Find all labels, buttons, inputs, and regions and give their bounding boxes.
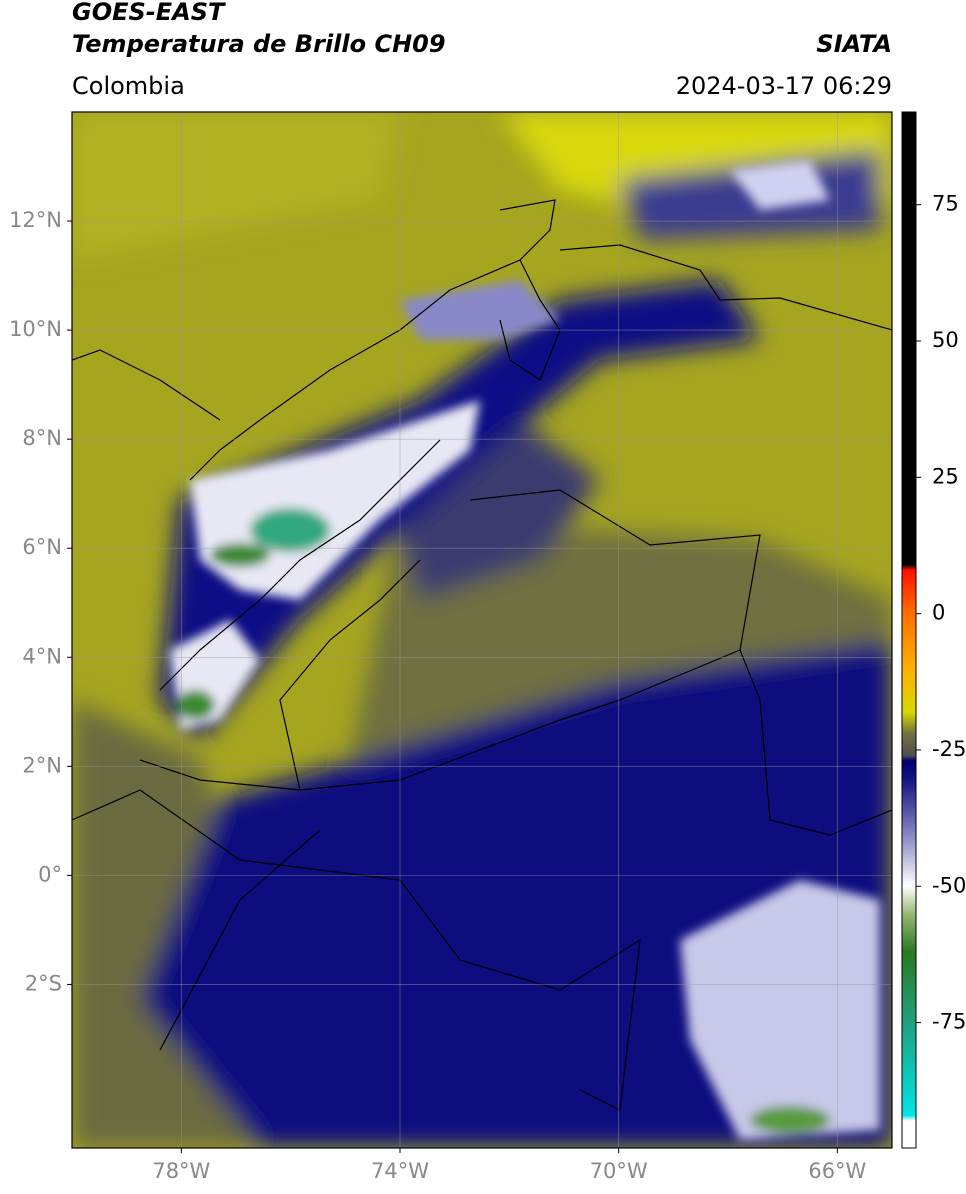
source: SIATA bbox=[816, 30, 892, 58]
x-tick-label: 70°W bbox=[590, 1159, 648, 1183]
x-tick-label: 66°W bbox=[808, 1159, 866, 1183]
y-tick-label: 10°N bbox=[9, 317, 62, 341]
colorbar-tick-label: -75 bbox=[932, 1010, 966, 1034]
colorbar-tick-label: -25 bbox=[932, 737, 966, 761]
satellite-image bbox=[72, 112, 892, 1148]
x-tick-label: 78°W bbox=[152, 1159, 210, 1183]
datetime: 2024-03-17 06:29 bbox=[676, 72, 892, 100]
y-tick-label: 2°N bbox=[22, 753, 62, 777]
y-tick-label: 0° bbox=[38, 862, 62, 886]
y-tick-label: 12°N bbox=[9, 208, 62, 232]
colorbar-tick-label: 75 bbox=[932, 192, 959, 216]
colorbar-tick-label: 0 bbox=[932, 601, 945, 625]
colorbar-tick-label: 50 bbox=[932, 328, 959, 352]
map-frame bbox=[71, 111, 893, 1149]
colorbar-tick-label: 25 bbox=[932, 464, 959, 488]
y-tick-label: 4°N bbox=[22, 644, 62, 668]
x-tick-label: 74°W bbox=[371, 1159, 429, 1183]
region: Colombia bbox=[72, 72, 185, 100]
title: GOES-EAST bbox=[72, 0, 226, 26]
colorbar-tick-label: -50 bbox=[932, 873, 966, 897]
y-tick-label: 8°N bbox=[22, 426, 62, 450]
y-tick-label: 6°N bbox=[22, 535, 62, 559]
subtitle: Temperatura de Brillo CH09 bbox=[72, 30, 446, 58]
y-tick-label: 2°S bbox=[25, 971, 62, 995]
colorbar bbox=[901, 111, 917, 1149]
